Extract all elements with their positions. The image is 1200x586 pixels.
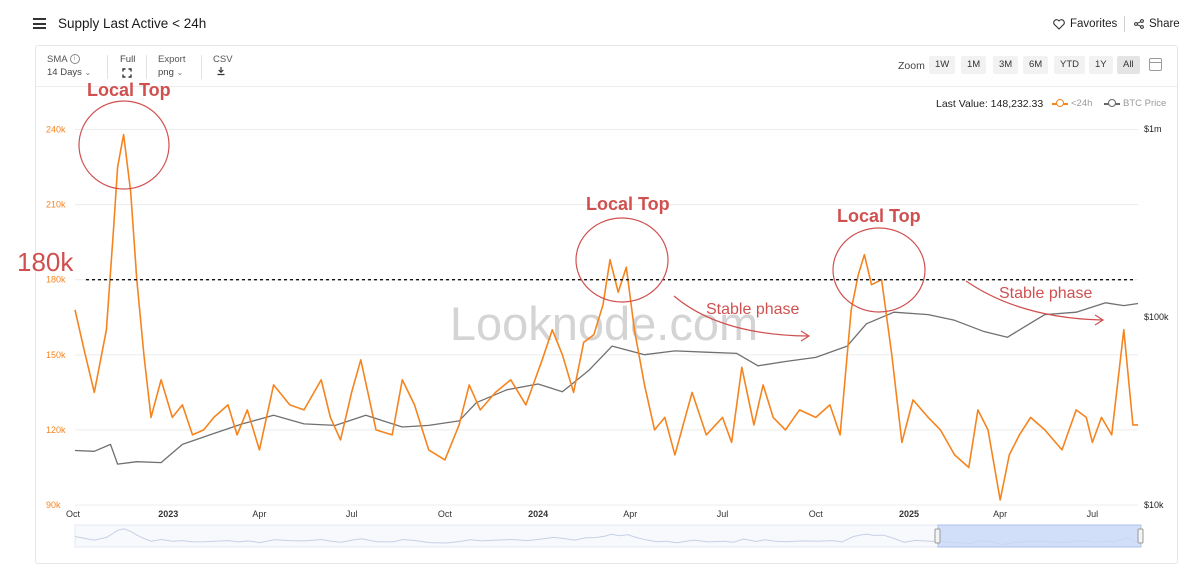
toolbar-divider [201,55,202,79]
share-icon [1134,19,1144,29]
level-label-180k: 180k [17,247,74,277]
stable-phase-arrow [673,295,809,337]
navigator-handle-right[interactable] [1137,528,1144,544]
zoom-1y-button[interactable]: 1Y [1089,56,1113,74]
sma-value: 14 Days [47,67,82,78]
export-control[interactable]: Export png ⌄ [158,53,185,79]
legend-item-24h[interactable]: <24h [1052,98,1092,109]
download-icon [217,67,225,76]
y-tick-label: 150k [46,350,66,360]
navigator-selection[interactable] [937,524,1142,548]
x-tick-label: 2025 [899,509,919,519]
share-button[interactable]: Share [1134,18,1180,30]
y-tick-label: 210k [46,200,66,210]
zoom-1m-button[interactable]: 1M [961,56,987,74]
supply-24h-series-line [74,133,1138,501]
y-tick-label: 90k [46,500,61,510]
zoom-all-button[interactable]: All [1117,56,1140,74]
series-lines [74,133,1139,501]
favorites-label: Favorites [1070,18,1118,30]
zoom-label: Zoom [898,60,925,72]
csv-button[interactable]: CSV [213,53,233,80]
fullscreen-icon [122,68,132,78]
x-tick-label: Oct [809,509,824,519]
fullscreen-button[interactable]: Full [120,53,135,82]
arrowhead-icon [1094,314,1105,326]
page-title: Supply Last Active < 24h [58,16,207,31]
y-tick-label: $10k [1144,500,1164,510]
local-top-circle [78,100,170,190]
chart-toolbar: SMA i 14 Days ⌄ Full Export png ⌄ CSV Zo… [36,46,1177,87]
grid-lines [75,129,1138,506]
zoom-ytd-button[interactable]: YTD [1054,56,1085,74]
x-tick-label: Apr [993,509,1007,519]
sma-label: SMA [47,54,68,65]
info-icon: i [69,54,80,65]
x-axis: Oct 2023 Apr Jul Oct 2024 Apr Jul Oct 2025 Apr Jul [66,509,1098,519]
x-tick-label: 2023 [158,509,178,519]
full-label: Full [120,54,136,65]
watermark: Looknode.com [450,297,758,350]
range-navigator[interactable] [74,524,1144,548]
y-tick-label: 180k [46,275,66,285]
legend-marker-icon [1052,99,1068,108]
local-top-circle [832,227,926,313]
local-top-label: Local Top [586,194,670,214]
x-tick-label: Oct [66,509,81,519]
legend-label: <24h [1071,98,1093,109]
toolbar-divider [146,55,147,79]
y-tick-label: $1m [1144,124,1162,134]
local-top-label: Local Top [837,206,921,226]
y-tick-label: 240k [46,125,66,135]
local-top-label: Local Top [87,80,171,100]
legend-marker-icon [1104,99,1120,108]
x-tick-label: 2024 [528,509,548,519]
x-tick-label: Jul [346,509,358,519]
legend-item-btc-price[interactable]: BTC Price [1104,98,1166,109]
toolbar-divider [107,55,108,79]
btc-price-series-line [74,302,1139,465]
calendar-icon[interactable] [1149,58,1162,71]
top-bar: Supply Last Active < 24h Favorites Share [0,0,1200,48]
stable-phase-label: Stable phase [999,285,1093,302]
csv-label: CSV [213,54,233,65]
zoom-6m-button[interactable]: 6M [1023,56,1049,74]
header-divider [1124,16,1125,32]
hamburger-menu-icon[interactable] [33,18,46,29]
favorites-button[interactable]: Favorites [1053,18,1117,30]
y-tick-label: 120k [46,425,66,435]
legend-label: BTC Price [1123,98,1167,109]
stable-phase-arrow [965,280,1103,321]
x-tick-label: Oct [438,509,453,519]
x-tick-label: Apr [252,509,266,519]
stable-phase-label: Stable phase [706,301,800,318]
heart-icon [1053,18,1065,30]
local-top-circle [575,217,669,303]
chevron-down-icon: ⌄ [176,68,184,77]
sma-control[interactable]: SMA i 14 Days ⌄ [47,53,91,79]
arrowhead-icon [800,330,811,342]
navigator-handle-left[interactable] [934,528,941,544]
x-tick-label: Jul [1087,509,1099,519]
zoom-3m-button[interactable]: 3M [993,56,1019,74]
export-label: Export [158,54,186,65]
x-tick-label: Jul [717,509,729,519]
export-format: png [158,67,174,78]
x-tick-label: Apr [623,509,637,519]
y-axis-right: $10k $100k $1m [1144,124,1169,510]
last-value-label: Last Value: 148,232.33 [936,98,1044,110]
y-axis-left: 90k 120k 150k 180k 210k 240k [46,125,66,510]
chevron-down-icon: ⌄ [84,68,92,77]
share-label: Share [1149,18,1180,30]
zoom-1w-button[interactable]: 1W [929,56,956,74]
y-tick-label: $100k [1144,312,1169,322]
chart-card: SMA i 14 Days ⌄ Full Export png ⌄ CSV Zo… [35,45,1178,564]
